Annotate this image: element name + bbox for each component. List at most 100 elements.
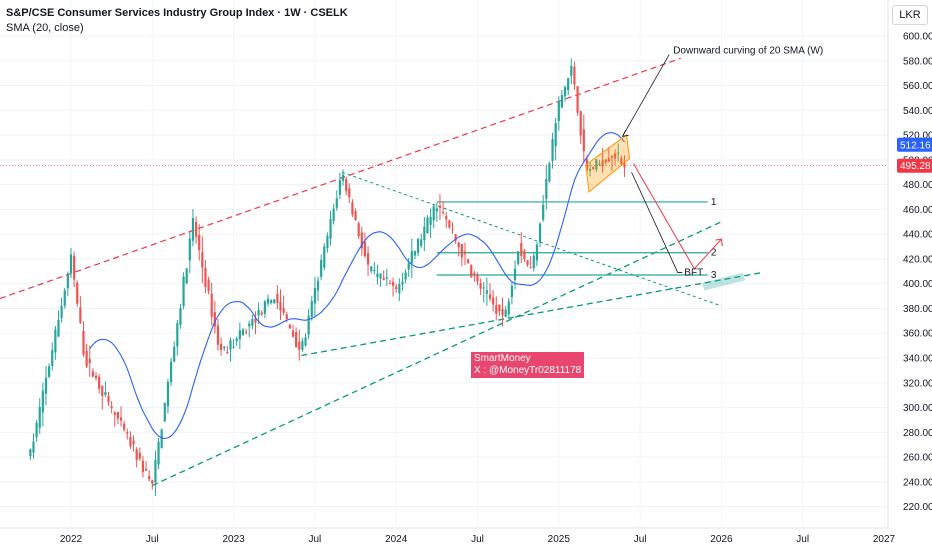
candle-body: [560, 95, 564, 108]
candle-body: [298, 341, 301, 350]
candle-body: [507, 301, 510, 315]
candle-body: [513, 268, 517, 281]
base-trend-line[interactable]: [301, 271, 763, 357]
y-tick-label: 580.00: [903, 56, 932, 67]
candle-body: [341, 174, 345, 181]
candle-body: [320, 260, 323, 277]
candle-body: [582, 129, 585, 152]
currency-button[interactable]: LKR: [892, 5, 928, 25]
candle-body: [273, 299, 276, 304]
descending-trend-line[interactable]: [341, 171, 722, 307]
candle-body: [529, 267, 532, 269]
price-tag: [897, 137, 932, 152]
candle-body: [498, 304, 501, 312]
candle-body: [398, 284, 401, 294]
candle-body: [598, 163, 601, 165]
indicator-label[interactable]: SMA (20, close): [6, 22, 84, 34]
candle-body: [276, 293, 279, 303]
candle-body: [495, 305, 498, 314]
candle-body: [288, 324, 291, 329]
candle-body: [82, 330, 85, 355]
candle-body: [601, 160, 604, 167]
candle-body: [29, 449, 32, 457]
watermark-line2: X : @MoneyTr02811178: [474, 365, 582, 376]
candle-body: [579, 111, 582, 136]
flag-pattern[interactable]: [585, 134, 631, 194]
candle-body: [410, 251, 413, 264]
candle-body: [57, 320, 60, 337]
candle-body: [620, 158, 623, 165]
candle-body: [485, 290, 488, 294]
candle-body: [101, 385, 104, 397]
candle-body: [420, 239, 423, 246]
candle-body: [126, 432, 129, 434]
candle-body: [385, 277, 388, 279]
candle-body: [435, 208, 438, 212]
y-tick-label: 420.00: [903, 254, 932, 265]
candle-body: [279, 301, 282, 311]
bft-pointer: [631, 172, 683, 273]
candle-body: [545, 179, 548, 199]
candle-body: [304, 337, 307, 346]
candle-body: [232, 347, 235, 349]
candle-body: [363, 241, 367, 257]
candle-body: [326, 235, 329, 249]
candle-body: [235, 338, 238, 342]
candle-body: [88, 359, 91, 364]
candle-body: [567, 78, 570, 90]
candle-body: [176, 323, 179, 347]
candle-body: [360, 232, 363, 249]
candle-body: [451, 229, 454, 231]
candle-body: [257, 309, 260, 316]
candle-body: [442, 211, 445, 213]
candle-body: [551, 139, 554, 161]
candle-body: [48, 366, 51, 377]
candle-body: [404, 272, 407, 280]
y-tick-label: 300.00: [903, 403, 932, 414]
candle-body: [523, 250, 526, 259]
candle-body: [69, 254, 73, 273]
candle-body: [426, 217, 429, 234]
candle-body: [542, 204, 545, 220]
candle-body: [454, 234, 457, 241]
candle-body: [482, 287, 485, 289]
candle-body: [51, 350, 54, 366]
candle-body: [285, 314, 288, 320]
candle-body: [563, 87, 567, 97]
target-zone[interactable]: [702, 272, 745, 291]
candle-body: [520, 243, 523, 257]
x-tick-label: 2024: [385, 534, 408, 545]
candle-body: [467, 259, 470, 263]
candle-body: [570, 66, 573, 76]
lower-trend-line[interactable]: [152, 221, 722, 487]
sma-line[interactable]: [89, 132, 625, 439]
candle-body: [210, 293, 213, 317]
candle-body: [345, 178, 348, 192]
candle-body: [329, 219, 332, 239]
candle-body: [532, 255, 535, 269]
candle-body: [413, 251, 417, 256]
candle-body: [604, 159, 607, 163]
candle-body: [538, 223, 542, 243]
candle-body: [335, 198, 338, 208]
candle-body: [270, 300, 273, 303]
projection-path[interactable]: [633, 163, 722, 270]
candle-body: [316, 280, 320, 291]
candle-body: [588, 169, 592, 171]
candle-body: [457, 242, 460, 248]
candle-body: [263, 301, 266, 314]
candle-body: [313, 287, 316, 304]
candle-body: [401, 281, 404, 285]
level-label: 1: [711, 197, 717, 208]
candle-body: [260, 312, 263, 315]
y-tick-label: 520.00: [903, 131, 932, 142]
candle-body: [32, 441, 35, 453]
candle-body: [73, 255, 76, 280]
candle-body: [98, 376, 101, 389]
sma-annotation-text: Downward curving of 20 SMA (W): [673, 45, 823, 56]
candle-body: [470, 265, 473, 277]
candle-body: [395, 286, 398, 290]
candle-body: [379, 273, 382, 279]
candle-body: [38, 407, 41, 428]
